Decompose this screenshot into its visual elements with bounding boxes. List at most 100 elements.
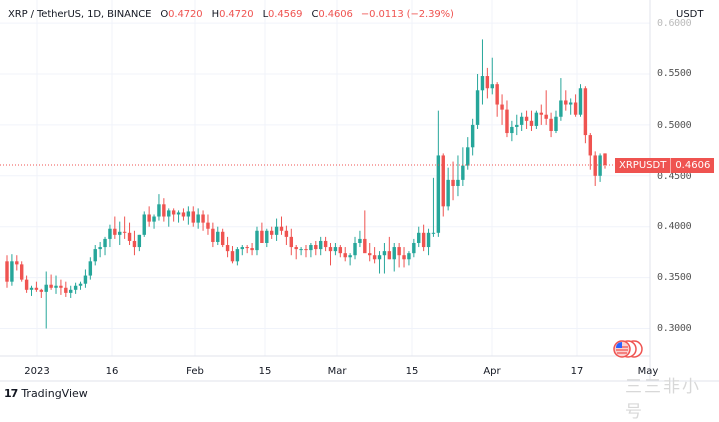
candle (323, 240, 328, 248)
candle (201, 214, 205, 223)
price-label: 0.5500 (657, 68, 692, 79)
candle (59, 285, 63, 288)
candle (220, 231, 225, 246)
time-label: May (637, 366, 659, 377)
candle (113, 228, 117, 235)
candle (451, 179, 455, 186)
candle (152, 216, 156, 222)
candle (387, 251, 392, 260)
candle (15, 261, 19, 265)
candle (137, 234, 142, 248)
candle (338, 247, 343, 254)
candle (426, 232, 431, 248)
candle (78, 283, 83, 286)
candle (377, 255, 382, 260)
candle (260, 230, 264, 243)
candle (289, 236, 294, 248)
candle (456, 179, 460, 186)
candle-series (5, 39, 607, 329)
candle (10, 261, 14, 282)
candle (269, 230, 274, 235)
ohlc-legend: XRP / TetherUS, 1D, BINANCE O0.4720 H0.4… (8, 9, 454, 20)
candle (122, 231, 127, 233)
us-events-flag-icon[interactable] (613, 340, 643, 358)
candle (397, 247, 401, 256)
tradingview-logo[interactable]: 17 TradingView (4, 387, 88, 400)
candle (225, 245, 230, 252)
candle (19, 264, 24, 280)
tv-logo-icon: 17 (4, 387, 18, 400)
candle (274, 226, 279, 235)
candle (284, 230, 289, 237)
candle (392, 247, 396, 260)
candle (83, 275, 88, 284)
candle (407, 253, 411, 260)
candle (103, 238, 107, 248)
candle (294, 247, 298, 250)
close-value: 0.4606 (318, 9, 353, 20)
candle (181, 212, 186, 217)
candle (412, 242, 416, 254)
close-label: C (311, 9, 319, 20)
candle (461, 165, 465, 180)
candle (578, 88, 583, 115)
tv-brand: TradingView (21, 387, 88, 400)
candle (431, 232, 436, 234)
candle (372, 255, 377, 260)
candle (583, 88, 588, 136)
candle (54, 285, 58, 288)
candle (235, 249, 240, 262)
grid-lines (0, 0, 650, 356)
candle (24, 279, 29, 290)
candle (534, 112, 539, 126)
last-price-badge: XRPUSDT 0.4606 (615, 158, 715, 173)
candle (108, 228, 112, 239)
symbol-title[interactable]: XRP / TetherUS, 1D, BINANCE (8, 9, 152, 20)
time-label: 16 (105, 366, 119, 377)
candle (49, 284, 53, 288)
price-label: 0.5000 (657, 120, 692, 131)
badge-symbol: XRPUSDT (619, 160, 667, 171)
candle (299, 249, 303, 251)
candle (93, 249, 97, 262)
candle (485, 76, 490, 89)
candle (353, 242, 357, 256)
candle (421, 232, 426, 248)
candle (162, 204, 166, 217)
candle (34, 287, 39, 290)
candle (524, 116, 529, 121)
candle (171, 210, 176, 215)
candle (343, 253, 347, 258)
candle (118, 231, 122, 235)
low-label: L (262, 9, 269, 20)
candle (147, 214, 151, 222)
candle (490, 84, 494, 89)
candle (191, 211, 195, 223)
candle (39, 289, 44, 292)
candle (29, 287, 34, 290)
candle (314, 245, 318, 250)
price-axis-unit[interactable]: USDT (676, 9, 704, 20)
open-label: O (160, 9, 169, 20)
candle (568, 102, 573, 105)
price-label: 0.3500 (657, 272, 692, 283)
price-label: 0.6000 (657, 18, 692, 29)
candle (230, 251, 235, 262)
candle (348, 255, 352, 258)
candle (88, 261, 93, 276)
time-label: 2023 (24, 366, 50, 377)
candle (470, 124, 475, 148)
candle (417, 232, 421, 243)
candle (142, 214, 146, 235)
candlestick-chart[interactable] (0, 0, 719, 400)
candle (216, 231, 220, 242)
candle (304, 249, 308, 251)
candle (333, 247, 338, 252)
candle (240, 247, 244, 250)
candle (318, 240, 323, 250)
candle (196, 214, 200, 223)
low-value: 0.4569 (268, 9, 303, 20)
candle (211, 228, 215, 242)
candle (446, 179, 450, 207)
